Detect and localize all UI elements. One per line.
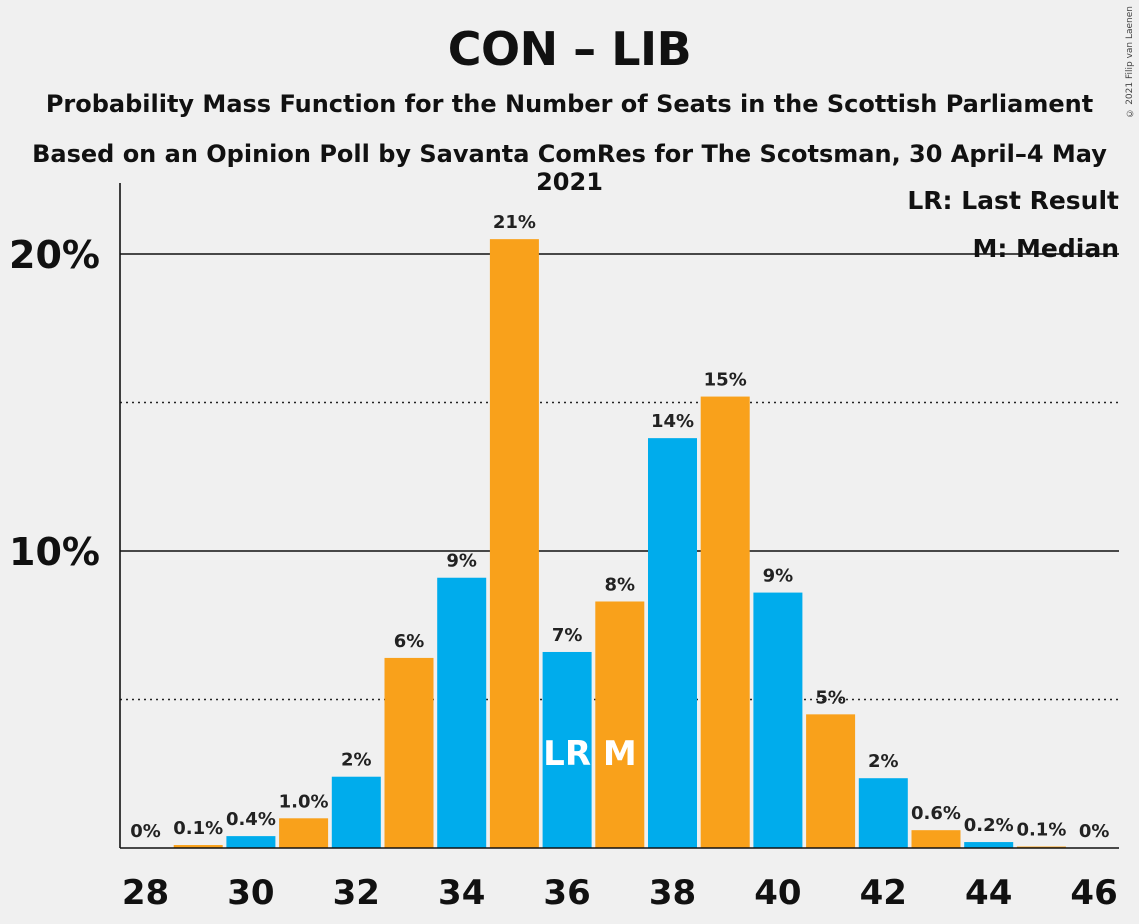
data-label: 6% [394,631,425,652]
data-label: 9% [763,566,794,587]
x-tick-label: 42 [860,873,907,913]
legend-last-result: LR: Last Result [907,186,1119,215]
bar [542,651,592,848]
data-label: 0.6% [911,803,961,824]
data-label: 5% [815,687,846,708]
data-label: 0% [1079,821,1110,842]
bar [226,836,276,848]
data-label: 1.0% [279,791,329,812]
bar [331,776,381,848]
data-label: 0.1% [173,818,223,839]
bar [806,714,856,848]
data-label: 0.2% [964,815,1014,836]
chart-subtitle: Probability Mass Function for the Number… [45,90,1094,118]
data-label: 2% [868,751,899,772]
bar [437,577,487,848]
data-label: 0.4% [226,809,276,830]
x-tick-label: 32 [333,873,380,913]
data-label: 2% [341,750,372,771]
x-tick-label: 40 [754,873,801,913]
y-tick-label: 20% [9,233,100,277]
bar [911,830,961,848]
chart-source-subtitle: Based on an Opinion Poll by Savanta ComR… [32,140,1107,196]
data-label: 7% [552,625,583,646]
bar [964,842,1014,848]
bar [753,592,803,848]
data-label: 9% [446,551,477,572]
x-tick-label: 28 [122,873,169,913]
x-tick-label: 44 [965,873,1012,913]
bar-marker-label: M [603,734,637,774]
data-label: 0% [130,821,161,842]
bar [700,396,750,848]
x-tick-label: 36 [543,873,590,913]
x-tick-label: 30 [227,873,274,913]
bar [173,845,223,848]
data-label: 0.1% [1016,820,1066,841]
y-tick-label: 10% [9,530,100,574]
bar [279,818,329,848]
bar-marker-label: LR [543,734,591,774]
bar [489,239,539,848]
legend-median: M: Median [972,234,1119,263]
data-label: 15% [704,370,747,391]
x-tick-label: 38 [649,873,696,913]
data-label: 8% [605,574,636,595]
x-tick-label: 34 [438,873,485,913]
bar [648,438,697,848]
x-tick-label: 46 [1070,873,1117,913]
chart-title: CON – LIB [447,22,692,76]
data-label: 14% [651,411,694,432]
bar [595,601,645,848]
bar [384,657,434,848]
bar [858,778,908,848]
data-label: 21% [493,212,536,233]
